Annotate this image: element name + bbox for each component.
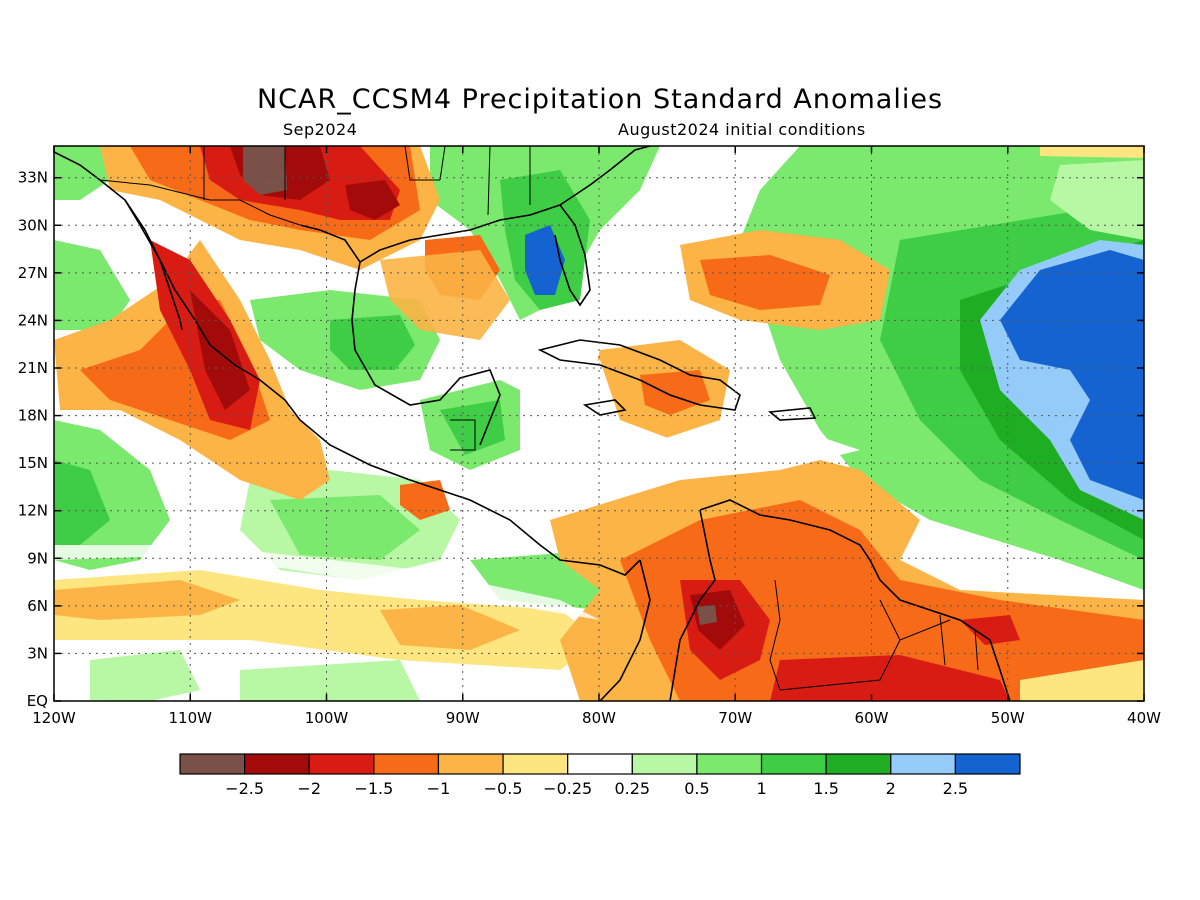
lon-tick-label: 100W	[305, 709, 349, 727]
colorbar-swatch	[437, 753, 504, 775]
lon-tick-label: 80W	[582, 709, 616, 727]
colorbar-label: −2.5	[225, 779, 264, 798]
lat-tick-label: EQ	[27, 692, 48, 710]
colorbar-label: −1.5	[354, 779, 393, 798]
lon-tick-label: 40W	[1127, 709, 1161, 727]
colorbar-label: 2	[886, 779, 896, 798]
coastlines	[54, 146, 1011, 701]
lon-tick-label: 60W	[855, 709, 889, 727]
lat-tick-label: 9N	[27, 549, 48, 567]
latitude-axis: 33N 30N 27N 24N 21N 18N 15N 12N 9N 6N 3N EQ	[18, 169, 1144, 710]
map-title: NCAR_CCSM4 Precipitation Standard Anomal…	[256, 84, 944, 115]
colorbar-swatch	[567, 753, 633, 775]
longitude-axis: 120W 110W 100W 90W 80W 70W 60W 50W 40W	[32, 146, 1161, 727]
lat-tick-label: 15N	[18, 454, 48, 472]
colorbar-label: 0.25	[614, 779, 650, 798]
colorbar-swatch	[179, 753, 246, 775]
colorbar-swatch	[954, 753, 1021, 775]
colorbar-label: 2.5	[943, 779, 968, 798]
lat-tick-label: 21N	[18, 359, 48, 377]
colorbar-label: 1	[756, 779, 766, 798]
lat-tick-label: 6N	[27, 597, 48, 615]
colorbar-swatch	[890, 753, 956, 775]
anomaly-field	[54, 146, 1144, 701]
lon-tick-label: 120W	[32, 709, 76, 727]
colorbar-label: 1.5	[813, 779, 838, 798]
colorbar-swatch	[760, 753, 827, 775]
forecast-month: Sep2024	[283, 120, 358, 139]
lat-tick-label: 27N	[18, 264, 48, 282]
lat-tick-label: 12N	[18, 502, 48, 520]
colorbar: −2.5 −2 −1.5 −1 −0.5 −0.25 0.25 0.5 1 1.5 2 2.5	[179, 753, 1021, 798]
gridlines	[54, 146, 1144, 701]
colorbar-swatch	[825, 753, 892, 775]
colorbar-swatch	[696, 753, 763, 775]
colorbar-swatch	[502, 753, 569, 775]
lon-tick-label: 110W	[169, 709, 213, 727]
colorbar-label: −1	[427, 779, 451, 798]
colorbar-label: 0.5	[684, 779, 709, 798]
initial-conditions: August2024 initial conditions	[618, 120, 866, 139]
lon-tick-label: 50W	[991, 709, 1025, 727]
colorbar-swatch	[308, 753, 375, 775]
colorbar-swatch	[373, 753, 440, 775]
lat-tick-label: 18N	[18, 407, 48, 425]
colorbar-label: −0.25	[543, 779, 592, 798]
lat-tick-label: 30N	[18, 216, 48, 234]
lon-tick-label: 90W	[446, 709, 480, 727]
country-borders	[99, 146, 979, 691]
colorbar-swatch	[244, 753, 310, 775]
lat-tick-label: 24N	[18, 311, 48, 329]
colorbar-label: −2	[297, 779, 321, 798]
lat-tick-label: 3N	[27, 644, 48, 662]
colorbar-swatch	[631, 753, 698, 775]
lat-tick-label: 33N	[18, 169, 48, 187]
lon-tick-label: 70W	[718, 709, 752, 727]
colorbar-label: −0.5	[484, 779, 523, 798]
